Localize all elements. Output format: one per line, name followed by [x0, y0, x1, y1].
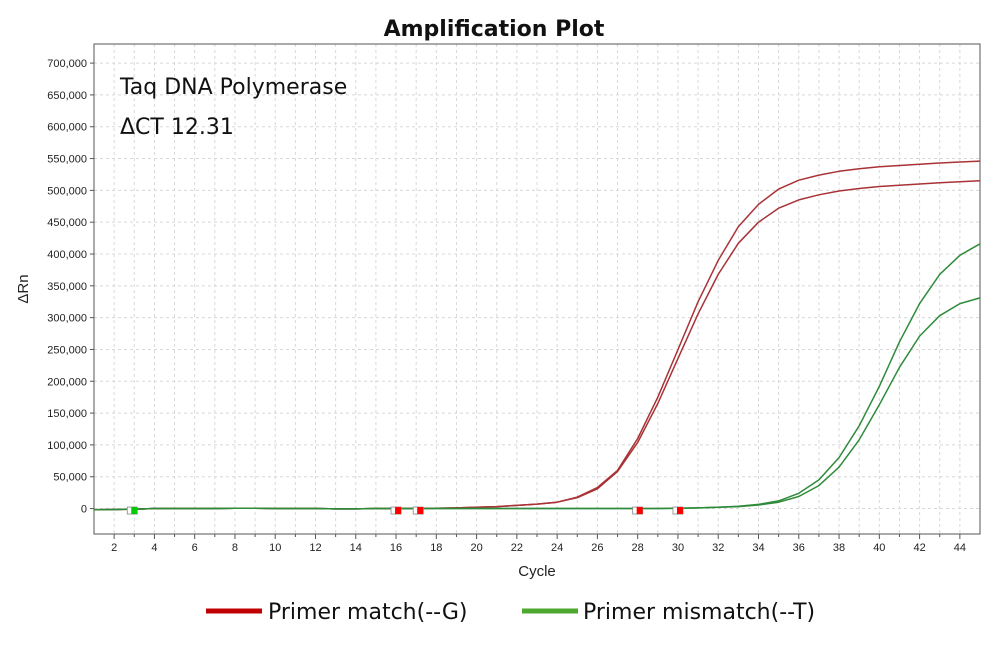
- y-tick-label: 400,000: [47, 249, 87, 261]
- x-tick-label: 6: [192, 542, 198, 554]
- y-tick-label: 200,000: [47, 376, 87, 388]
- x-tick-label: 40: [873, 542, 885, 554]
- annotation-delta-ct: ΔCT 12.31: [120, 115, 234, 140]
- threshold-marker-fill: [395, 507, 402, 515]
- y-axis-ticks: 0 50,000 100,000 150,000 200,000 250,000 300,0…: [47, 58, 94, 516]
- legend-label-mismatch: Primer mismatch(--T): [583, 600, 815, 625]
- y-tick-label: 0: [81, 504, 87, 516]
- y-tick-label: 100,000: [47, 440, 87, 452]
- x-tick-label: 4: [151, 542, 157, 554]
- x-tick-label: 18: [430, 542, 442, 554]
- legend-label-match: Primer match(--G): [268, 600, 468, 625]
- series-lines: [93, 160, 981, 511]
- x-axis-title: Cycle: [518, 563, 556, 580]
- y-tick-label: 600,000: [47, 122, 87, 134]
- y-tick-label: 500,000: [47, 185, 87, 197]
- x-tick-label: 38: [833, 542, 845, 554]
- threshold-marker-fill: [676, 507, 683, 515]
- annotation-enzyme: Taq DNA Polymerase: [119, 75, 347, 100]
- gridlines: [94, 44, 980, 534]
- y-tick-label: 700,000: [47, 58, 87, 70]
- y-tick-label: 50,000: [53, 472, 87, 484]
- y-axis-title: ΔRn: [15, 274, 32, 303]
- x-tick-label: 36: [793, 542, 805, 554]
- x-tick-label: 28: [632, 542, 644, 554]
- x-tick-label: 30: [672, 542, 684, 554]
- x-tick-label: 24: [551, 542, 563, 554]
- x-tick-label: 20: [470, 542, 482, 554]
- x-tick-label: 42: [913, 542, 925, 554]
- x-tick-label: 14: [350, 542, 362, 554]
- series-line-4: [93, 297, 981, 511]
- x-tick-label: 26: [591, 542, 603, 554]
- y-tick-label: 250,000: [47, 344, 87, 356]
- y-tick-label: 550,000: [47, 154, 87, 166]
- x-tick-label: 2: [111, 542, 117, 554]
- x-tick-label: 8: [232, 542, 238, 554]
- x-tick-label: 12: [309, 542, 321, 554]
- y-tick-label: 350,000: [47, 281, 87, 293]
- chart-title: Amplification Plot: [384, 17, 605, 42]
- y-tick-label: 450,000: [47, 217, 87, 229]
- threshold-marker-fill: [636, 507, 643, 515]
- x-tick-label: 22: [511, 542, 523, 554]
- threshold-marker-fill: [417, 507, 424, 515]
- x-tick-label: 34: [752, 542, 764, 554]
- x-tick-label: 44: [954, 542, 966, 554]
- x-tick-label: 16: [390, 542, 402, 554]
- threshold-markers: [126, 506, 684, 515]
- threshold-marker-fill: [131, 507, 138, 515]
- x-axis-ticks: 2 4 6 8 10 12 14 16 18 20 22 24 26 28 30 32 34 36 38 40 42 44: [111, 534, 966, 554]
- y-tick-label: 650,000: [47, 90, 87, 102]
- legend: Primer match(--G) Primer mismatch(--T): [206, 600, 815, 625]
- x-tick-label: 10: [269, 542, 281, 554]
- x-tick-label: 32: [712, 542, 724, 554]
- y-tick-label: 300,000: [47, 313, 87, 325]
- y-tick-label: 150,000: [47, 408, 87, 420]
